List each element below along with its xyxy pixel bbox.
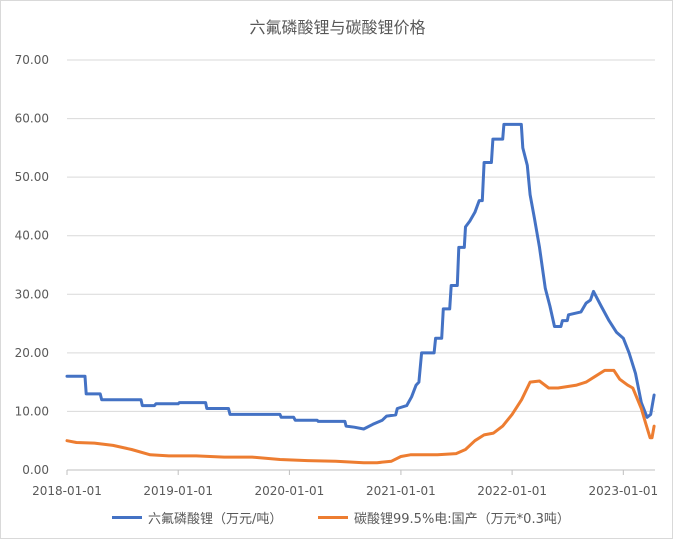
y-axis-ticks: 0.00 10.00 20.00 30.00 40.00 50.00 60.00 70.00 <box>15 53 49 477</box>
series-lines <box>65 122 656 465</box>
y-tick-label: 10.00 <box>15 404 49 418</box>
x-tick-label: 2023-01-01 <box>588 484 658 498</box>
chart-title: 六氟磷酸锂与碳酸锂价格 <box>249 18 426 37</box>
x-tick-label: 2022-01-01 <box>477 484 547 498</box>
y-tick-label: 30.00 <box>15 287 49 301</box>
legend-item-li2co3: 碳酸锂99.5%电:国产（万元*0.3吨） <box>318 508 570 527</box>
y-tick-label: 0.00 <box>22 463 49 477</box>
y-tick-label: 40.00 <box>15 229 49 243</box>
legend-swatch-li2co3 <box>318 516 348 519</box>
series-line-li2co3 <box>65 368 656 465</box>
y-tick-label: 20.00 <box>15 346 49 360</box>
x-tick-label: 2019-01-01 <box>143 484 213 498</box>
legend-item-lipf6: 六氟磷酸锂（万元/吨） <box>112 508 282 527</box>
legend-label-li2co3: 碳酸锂99.5%电:国产（万元*0.3吨） <box>354 512 570 527</box>
x-tick-label: 2018-01-01 <box>32 484 102 498</box>
y-tick-label: 70.00 <box>15 53 49 67</box>
legend-label-lipf6: 六氟磷酸锂（万元/吨） <box>148 512 283 527</box>
y-tick-label: 50.00 <box>15 170 49 184</box>
series-line-lipf6 <box>65 122 656 431</box>
x-tick-label: 2020-01-01 <box>255 484 325 498</box>
gridlines <box>67 59 655 471</box>
x-tick-label: 2021-01-01 <box>366 484 436 498</box>
x-axis-ticks: 2018-01-01 2019-01-01 2020-01-01 2021-01-01… <box>32 470 658 498</box>
legend-swatch-lipf6 <box>112 516 142 519</box>
legend: 六氟磷酸锂（万元/吨） 碳酸锂99.5%电:国产（万元*0.3吨） <box>0 508 675 532</box>
y-tick-label: 60.00 <box>15 112 49 126</box>
